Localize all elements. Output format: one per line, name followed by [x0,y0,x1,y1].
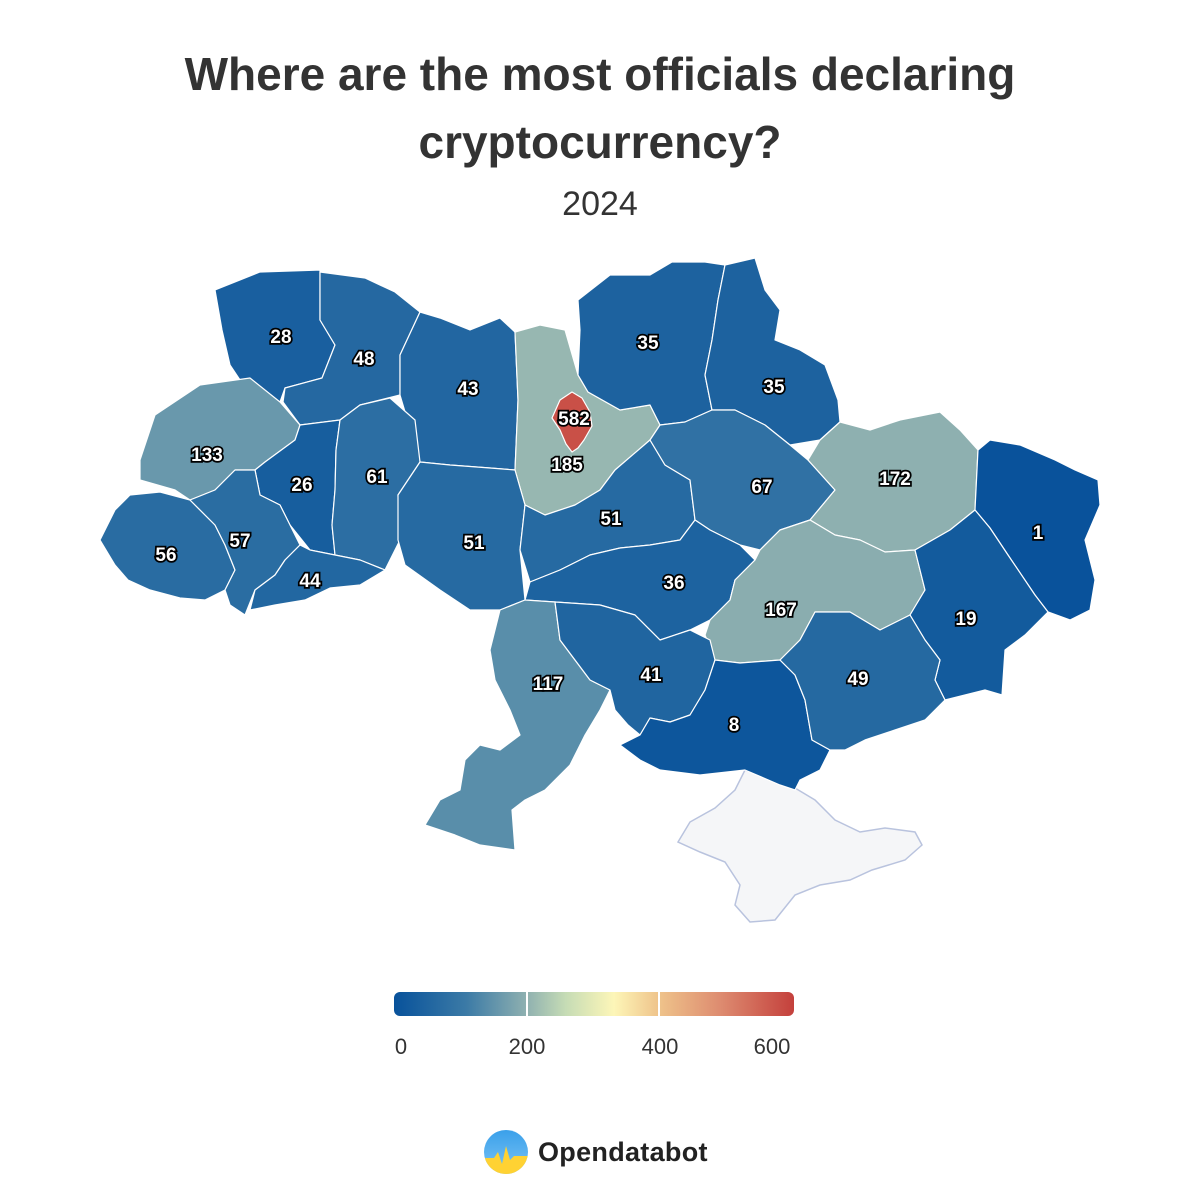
label-luhansk: 1 [1033,523,1044,544]
region-kyiv-city[interactable] [551,391,593,453]
chart-subtitle: 2024 [562,185,638,223]
label-sumy: 35 [763,377,785,398]
label-lviv: 133 [191,445,223,466]
region-zaporizhzhia[interactable] [779,611,946,751]
label-donetsk: 19 [955,609,976,630]
label-chernihiv: 35 [637,333,659,354]
legend-label-200: 200 [508,1034,546,1059]
chart-title: Where are the most officials declaring c… [184,48,1016,168]
label-kherson: 8 [729,715,740,736]
label-volyn: 28 [270,327,291,348]
label-vinnytsia: 51 [463,533,485,554]
label-kyiv-city: 582 [558,409,590,430]
legend-tick-400 [658,992,660,1016]
legend-label-0: 0 [394,1034,408,1059]
label-dnipropetrovsk: 167 [765,600,797,621]
label-ivano-frankivsk: 57 [229,531,250,552]
label-odesa: 117 [533,674,564,695]
brand: Opendatabot [484,1130,708,1174]
label-kharkiv: 172 [879,469,911,490]
label-kyiv-oblast: 185 [551,455,583,476]
brand-name: Opendatabot [538,1136,708,1167]
color-scale-legend [394,992,794,1016]
label-mykolaiv: 41 [640,665,662,686]
label-kirovohrad: 36 [663,573,684,594]
opendatabot-logo-icon [484,1130,528,1174]
label-rivne: 48 [353,349,374,370]
legend-tick-200 [526,992,528,1016]
label-chernivtsi: 44 [299,571,321,592]
label-poltava: 67 [751,477,772,498]
region-crimea [676,769,923,923]
region-chernivtsi[interactable] [249,544,386,611]
label-zakarpattia: 56 [155,545,176,566]
label-ternopil: 26 [291,475,312,496]
label-cherkasy: 51 [600,509,622,530]
legend-label-600: 600 [753,1034,791,1059]
legend-label-400: 400 [641,1034,679,1059]
label-zhytomyr: 43 [457,379,478,400]
label-zaporizhzhia: 49 [847,669,868,690]
label-khmelnytskyi: 61 [366,467,388,488]
region-vinnytsia[interactable] [397,461,526,611]
